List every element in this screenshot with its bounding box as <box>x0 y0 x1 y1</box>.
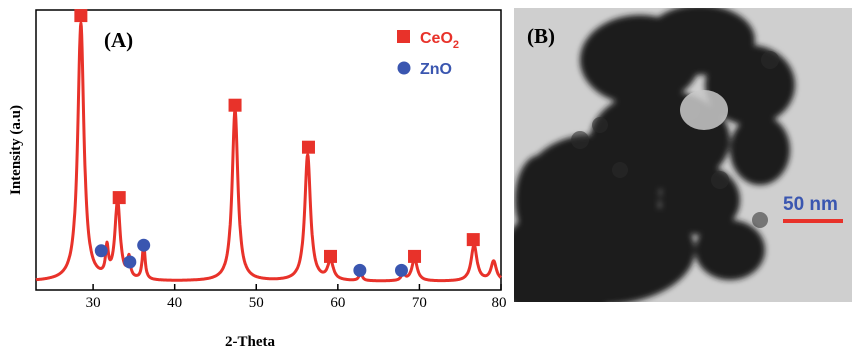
x-axis-title: 2-Theta <box>225 334 275 350</box>
x-axis-ticks: 30 40 50 60 70 80 <box>86 284 507 311</box>
legend-ceo2-marker <box>397 30 410 43</box>
ceo2-peak-marker <box>301 140 315 154</box>
panel-a-label: (A) <box>104 28 133 52</box>
panel-b-tem-image: (B) 50 nm <box>514 8 852 302</box>
zno-peak-marker <box>94 244 108 258</box>
x-tick-label: 60 <box>330 295 345 311</box>
ceo2-peak-marker <box>112 191 126 205</box>
phase-markers <box>74 9 480 277</box>
legend-zno-label: ZnO <box>420 61 452 78</box>
xrd-pattern-line <box>34 21 503 283</box>
x-tick-label: 40 <box>167 295 182 311</box>
ceo2-peak-marker <box>408 249 422 263</box>
legend-zno-marker <box>397 61 411 75</box>
panel-a-xrd-chart: 30 40 50 60 70 80 (A) CeO2 ZnO Intensity (a.u… <box>8 9 507 350</box>
legend: CeO2 ZnO <box>397 30 459 78</box>
ceo2-peak-marker <box>228 98 242 112</box>
legend-ceo2-subscript: 2 <box>453 39 459 51</box>
x-tick-label: 50 <box>249 295 264 311</box>
legend-ceo2-label: CeO2 <box>420 30 459 51</box>
panel-b-label: (B) <box>527 24 555 48</box>
scale-bar-label: 50 nm <box>783 194 838 215</box>
ceo2-peak-marker <box>466 233 480 247</box>
zno-peak-marker <box>137 238 151 252</box>
x-tick-label: 80 <box>492 295 507 311</box>
plot-frame <box>35 9 502 291</box>
ceo2-peak-marker <box>324 249 337 263</box>
ceo2-peak-marker <box>74 9 88 23</box>
zno-peak-marker <box>353 263 367 277</box>
scale-bar <box>783 219 843 223</box>
legend-ceo2-main: CeO <box>420 30 453 47</box>
x-tick-label: 70 <box>412 295 427 311</box>
zno-peak-marker <box>394 263 408 277</box>
tem-particle-aggregate <box>514 8 795 302</box>
zno-peak-marker <box>123 255 137 269</box>
tem-void <box>680 90 728 130</box>
y-axis-title: Intensity (a.u) <box>8 105 24 195</box>
x-tick-label: 30 <box>86 295 101 311</box>
